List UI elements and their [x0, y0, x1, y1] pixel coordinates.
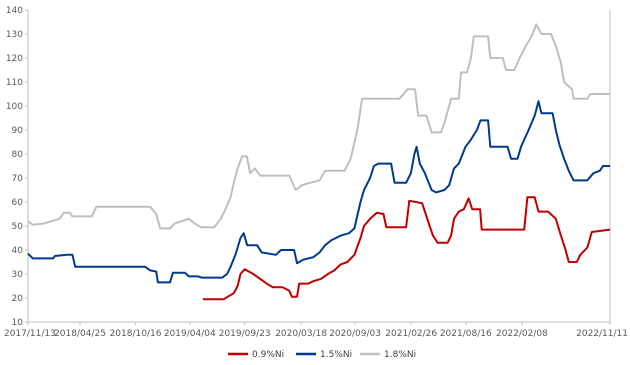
y-tick-label: 110 — [6, 78, 23, 88]
x-tick-label: 2020/09/03 — [329, 329, 381, 339]
x-tick-label: 2019/04/04 — [164, 329, 216, 339]
y-tick-label: 30 — [12, 270, 24, 280]
y-tick-label: 100 — [6, 102, 23, 112]
series-line-1 — [27, 100, 610, 284]
series-line-0 — [202, 196, 611, 301]
x-tick-label: 2018/04/25 — [54, 329, 106, 339]
series-lines — [27, 23, 611, 301]
y-axis: 10 20 30 40 50 60 70 80 90 100 110 120 130 140 — [6, 6, 611, 328]
x-tick-label: 2022/11/11 — [576, 329, 628, 339]
y-tick-label: 140 — [6, 6, 23, 16]
legend: 0.9%Ni 1.5%Ni 1.8%Ni — [228, 350, 416, 360]
y-tick-label: 20 — [12, 294, 24, 304]
x-tick-label: 2019/09/23 — [219, 329, 271, 339]
y-tick-label: 70 — [12, 174, 24, 184]
y-tick-label: 10 — [12, 318, 24, 328]
y-tick-label: 80 — [12, 150, 24, 160]
y-tick-label: 90 — [12, 126, 24, 136]
x-tick-label: 2020/03/18 — [275, 329, 327, 339]
y-tick-label: 120 — [6, 54, 23, 64]
x-tick-label: 2018/10/16 — [110, 329, 162, 339]
x-tick-label: 2021/08/16 — [440, 329, 492, 339]
legend-label: 1.5%Ni — [320, 350, 352, 360]
legend-label: 0.9%Ni — [252, 350, 284, 360]
x-tick-label: 2021/02/26 — [385, 329, 437, 339]
legend-label: 1.8%Ni — [384, 350, 416, 360]
y-tick-label: 60 — [12, 198, 24, 208]
y-tick-label: 130 — [6, 30, 23, 40]
x-tick-label: 2022/02/08 — [496, 329, 548, 339]
x-tick-label: 2017/11/13 — [4, 329, 56, 339]
series-line-2 — [27, 23, 610, 230]
y-tick-label: 50 — [12, 222, 24, 232]
y-tick-label: 40 — [12, 246, 24, 256]
